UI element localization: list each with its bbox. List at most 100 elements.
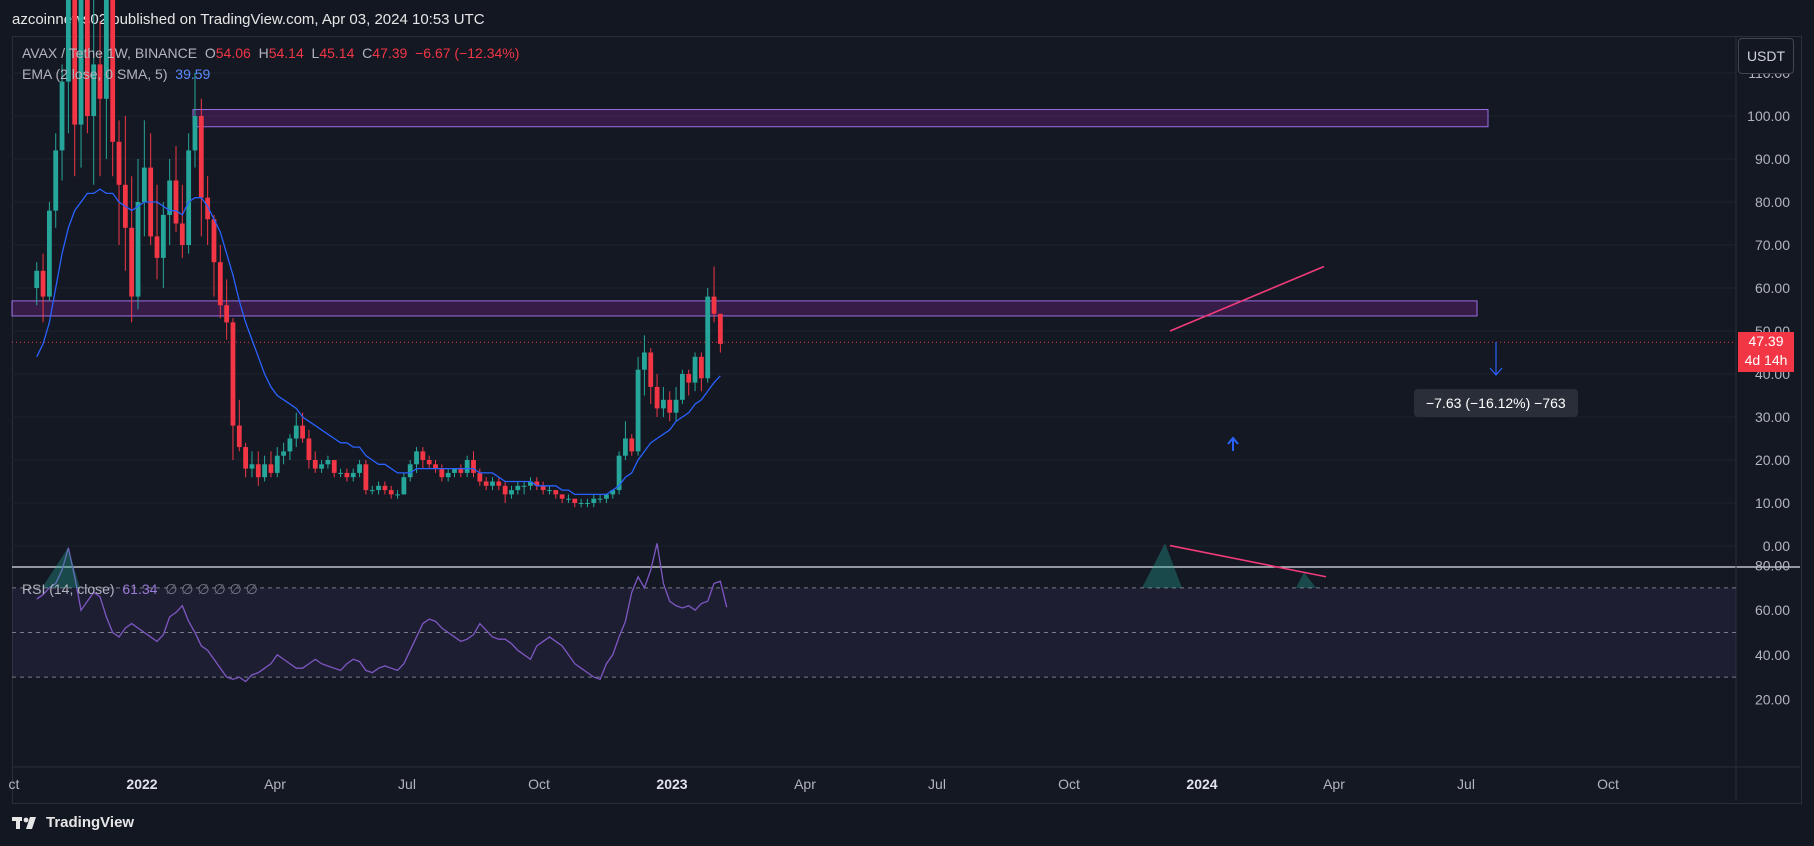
- candle-body: [692, 356, 698, 383]
- ema-label[interactable]: EMA (2: [22, 66, 68, 82]
- price-tick-label: 70.00: [1755, 237, 1790, 253]
- time-tick-label: 2023: [656, 776, 687, 792]
- ema-value: 39.59: [175, 66, 211, 82]
- candle-body: [331, 460, 337, 473]
- price-tick-label: 60.00: [1755, 280, 1790, 296]
- candle-body: [711, 296, 717, 314]
- price-tick-label: 20.00: [1755, 452, 1790, 468]
- candle-body: [154, 236, 160, 258]
- rsi-line: [36, 543, 728, 683]
- candle-body: [53, 150, 59, 211]
- time-tick-label: Apr: [264, 776, 286, 792]
- candle-body: [179, 223, 185, 245]
- time-tick-label: 2024: [1186, 776, 1217, 792]
- candle-body: [255, 464, 261, 478]
- candle-body: [262, 464, 268, 478]
- ema-params-rest: SMA, 5): [116, 66, 168, 82]
- legend-close-label: C: [362, 45, 373, 61]
- chart-panel[interactable]: [12, 36, 1802, 804]
- candle-body: [547, 490, 552, 492]
- candle-body: [40, 270, 46, 297]
- candle-body: [91, 64, 97, 116]
- candle-body: [401, 477, 407, 495]
- candle-body: [616, 455, 622, 491]
- rsi-tick-label: 40.00: [1755, 647, 1790, 663]
- legend-low-label: L: [311, 45, 320, 61]
- candle-body: [604, 494, 609, 499]
- candle-body: [293, 425, 299, 439]
- candle-body: [300, 425, 305, 439]
- currency-unit-button[interactable]: USDT: [1738, 38, 1794, 74]
- ema-line: [36, 188, 721, 496]
- candle-body: [116, 141, 122, 185]
- top-bar: azcoinnews02 published on TradingView.co…: [0, 0, 1814, 38]
- candle-body: [325, 460, 331, 465]
- candle-body: [376, 485, 381, 491]
- candle-body: [528, 481, 533, 486]
- price-axis: 110.00100.0090.0080.0070.0060.0050.0040.…: [1747, 65, 1790, 554]
- candle-body: [477, 472, 483, 482]
- candle-body: [414, 451, 419, 465]
- candle-body: [464, 460, 470, 473]
- rsi-label[interactable]: RSI (14, close): [22, 581, 115, 597]
- candle-body: [559, 494, 565, 499]
- candle-body: [243, 447, 249, 469]
- candle-body: [59, 81, 65, 151]
- ema-params-mid: lose, 0: [71, 66, 114, 82]
- candle-body: [648, 352, 654, 387]
- candle-body: [369, 490, 375, 492]
- candle-body: [483, 481, 489, 486]
- price-tick-label: 10.00: [1755, 495, 1790, 511]
- time-tick-label: Oct: [1058, 776, 1080, 792]
- rsi-tick-label: 60.00: [1755, 602, 1790, 618]
- candle-body: [357, 464, 362, 473]
- rsi-band: [12, 587, 1736, 678]
- candle-body: [205, 197, 211, 220]
- rsi-axis: 80.00 60.00 40.00 20.00: [1755, 558, 1790, 708]
- candle-body: [452, 468, 457, 473]
- price-tick-label: 80.00: [1755, 194, 1790, 210]
- legend-high-label: H: [258, 45, 269, 61]
- candle-body: [521, 485, 527, 487]
- candle-body: [705, 296, 711, 379]
- time-tick-label: Jul: [398, 776, 416, 792]
- time-tick-label: Apr: [794, 776, 816, 792]
- candle-body: [141, 167, 147, 202]
- candle-body: [344, 472, 350, 478]
- last-price-value: 47.39: [1748, 333, 1784, 349]
- candle-body: [312, 460, 318, 469]
- rsi-tick-label: 80.00: [1755, 558, 1790, 574]
- price-legend: AVAX / Tethe 1W, BINANCE O54.06 H54.14 L…: [22, 45, 519, 61]
- candle-body: [274, 455, 280, 473]
- down-arrow-icon: [1489, 367, 1503, 376]
- footer-brand[interactable]: TradingView: [12, 814, 134, 831]
- candle-body: [34, 270, 40, 288]
- candle-body: [623, 438, 628, 456]
- candle-body: [135, 202, 141, 297]
- candle-body: [110, 0, 116, 142]
- footer-brand-name: TradingView: [46, 814, 135, 831]
- legend-close: 47.39: [372, 45, 408, 61]
- candle-body: [553, 490, 559, 495]
- candle-body: [217, 262, 223, 306]
- candle-body: [433, 464, 438, 469]
- candle-body: [129, 227, 135, 297]
- candle-body: [186, 150, 192, 245]
- rsi-overbought-fill: [1296, 572, 1316, 588]
- resistance-zone-lower: [11, 300, 1478, 317]
- candle-body: [192, 116, 198, 151]
- legend-symbol[interactable]: AVAX / Tethe: [22, 45, 103, 61]
- price-tick-label: 100.00: [1747, 108, 1790, 124]
- candle-body: [230, 322, 236, 426]
- candle-body: [509, 490, 514, 495]
- legend-open: 54.06: [215, 45, 251, 61]
- candle-body: [173, 180, 179, 224]
- candle-body: [211, 219, 217, 263]
- time-tick-label: Apr: [1323, 776, 1345, 792]
- candle-body: [635, 369, 641, 452]
- price-tick-label: 0.00: [1763, 538, 1790, 554]
- candle-body: [72, 0, 78, 125]
- candle-body: [420, 451, 426, 460]
- candle-body: [698, 356, 704, 379]
